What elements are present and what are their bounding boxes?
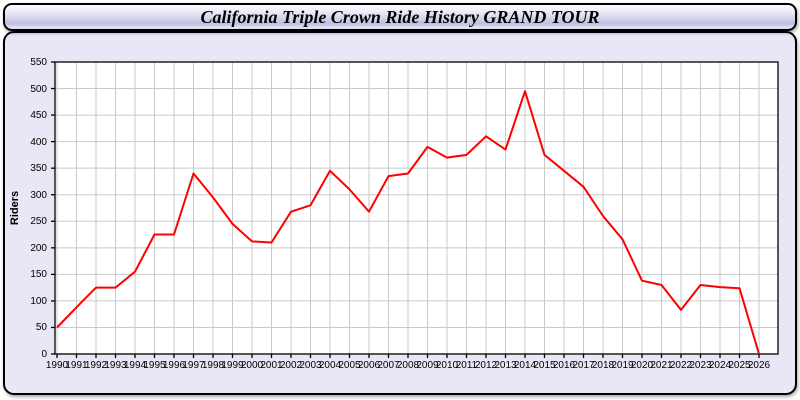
y-tick-label: 500 — [30, 83, 47, 95]
x-tick-label: 1994 — [123, 360, 147, 371]
y-tick-label: 200 — [30, 242, 47, 254]
x-tick-label: 1992 — [84, 360, 108, 371]
x-tick-label: 1991 — [65, 360, 88, 371]
x-tick-label: 2022 — [669, 360, 693, 371]
x-tick-label: 1998 — [201, 360, 225, 371]
x-tick-label: 2025 — [728, 360, 751, 371]
x-tick-label: 2024 — [708, 360, 732, 371]
x-tick-label: 2000 — [240, 360, 264, 371]
x-tick-label: 2008 — [396, 360, 420, 371]
x-tick-label: 2009 — [416, 360, 439, 371]
x-tick-label: 1999 — [221, 360, 244, 371]
x-tick-label: 1996 — [162, 360, 186, 371]
x-tick-label: 2001 — [260, 360, 283, 371]
chart-panel: Riders 0 50 100 150 200 250 300 350 400 450 500 550… — [3, 31, 797, 395]
y-tick-label: 100 — [30, 295, 47, 307]
x-tick-label: 2011 — [455, 360, 478, 371]
x-tick-label: 2013 — [494, 360, 517, 371]
plot-area — [55, 62, 778, 354]
y-tick-label: 250 — [30, 216, 47, 228]
x-tick-label: 2005 — [338, 360, 361, 371]
x-tick-label: 2020 — [630, 360, 654, 371]
x-tick-label: 2002 — [279, 360, 303, 371]
x-tick-label: 2007 — [377, 360, 400, 371]
x-tick-label: 2015 — [533, 360, 556, 371]
x-tick-label: 2016 — [552, 360, 576, 371]
y-tick-label: 300 — [30, 189, 47, 201]
x-tick-label: 1995 — [143, 360, 166, 371]
x-tick-label: 2003 — [299, 360, 322, 371]
y-tick-label: 450 — [30, 110, 47, 122]
x-tick-label: 2006 — [357, 360, 381, 371]
chart-title: California Triple Crown Ride History GRA… — [200, 6, 600, 27]
x-tick-label: 1993 — [104, 360, 127, 371]
x-tick-label: 2023 — [689, 360, 712, 371]
x-tick-label: 2018 — [591, 360, 615, 371]
x-tick-label: 2019 — [611, 360, 634, 371]
y-tick-label: 0 — [41, 349, 47, 360]
x-tick-label: 2017 — [572, 360, 595, 371]
x-tick-label: 1997 — [182, 360, 205, 371]
x-tick-label: 2004 — [318, 360, 342, 371]
x-tick-label: 2021 — [650, 360, 673, 371]
x-tick-label: 2010 — [435, 360, 459, 371]
plot-border — [54, 61, 779, 355]
y-tick-label: 150 — [30, 269, 47, 281]
y-axis-title: Riders — [9, 190, 21, 226]
x-tick-label: 1990 — [45, 360, 69, 371]
x-tick-label: 2014 — [513, 360, 537, 371]
y-tick-label: 350 — [30, 163, 47, 175]
y-tick-label: 550 — [30, 57, 47, 68]
y-tick-label: 400 — [30, 136, 47, 148]
riders-line — [56, 90, 760, 355]
x-tick-label: 2026 — [747, 360, 771, 371]
x-tick-label: 2012 — [474, 360, 498, 371]
chart-svg — [51, 61, 779, 358]
y-tick-label: 50 — [35, 322, 47, 334]
title-bar: California Triple Crown Ride History GRA… — [3, 3, 797, 31]
